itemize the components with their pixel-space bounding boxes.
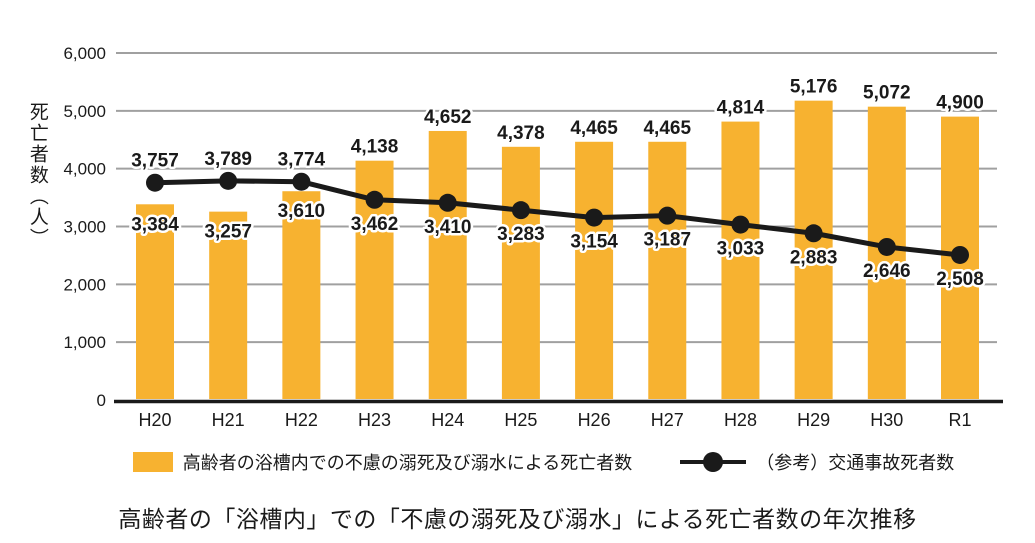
line-legend-label: （参考）交通事故死者数: [756, 453, 955, 473]
line-value-label: 2,646: [863, 261, 911, 282]
x-tick-label: H20: [138, 410, 171, 430]
line-value-label: 3,462: [351, 214, 399, 235]
bar-H22: [282, 191, 321, 399]
bar-H29: [794, 100, 833, 399]
y-tick-label: 6,000: [63, 44, 106, 63]
y-tick-label: 1,000: [63, 333, 106, 352]
y-axis-title: 死亡者数（人）: [26, 102, 48, 249]
x-tick-label: H30: [870, 410, 903, 430]
y-tick-label: 5,000: [63, 102, 106, 121]
line-legend-sample-icon: [680, 452, 747, 472]
bar-value-label: 5,072: [863, 83, 911, 104]
bar-value-label: 4,465: [570, 118, 618, 139]
line-value-label: 2,508: [936, 269, 984, 290]
line-value-label: 2,883: [790, 247, 838, 268]
line-value-label: 3,789: [204, 149, 252, 170]
bar-legend-label: 高齢者の浴槽内での不慮の溺死及び溺水による死亡者数: [182, 453, 633, 473]
x-tick-label: H23: [358, 410, 391, 430]
x-tick-label: H21: [212, 410, 245, 430]
chart-title: 高齢者の「浴槽内」での「不慮の溺死及び溺水」による死亡者数の年次推移: [118, 506, 917, 532]
bar-H21: [209, 211, 248, 399]
line-point-H20: [146, 173, 164, 192]
bar-H24: [428, 130, 467, 399]
x-tick-label: H26: [578, 410, 611, 430]
line-point-H25: [511, 201, 530, 220]
bar-value-label: 3,384: [131, 214, 179, 235]
bar-value-label: 3,257: [204, 222, 252, 243]
x-tick-label: R1: [948, 410, 971, 430]
bar-value-label: 4,138: [351, 137, 399, 158]
line-point-H22: [292, 172, 311, 191]
line-point-H26: [585, 208, 604, 227]
line-point-H21: [219, 171, 238, 190]
legend-item-line: （参考）交通事故死者数: [680, 449, 954, 475]
line-point-R1: [951, 245, 969, 264]
line-value-label: 3,154: [570, 232, 618, 253]
legend: 高齢者の浴槽内での不慮の溺死及び溺水による死亡者数 （参考）交通事故死者数: [0, 449, 1035, 475]
legend-item-bar: 高齢者の浴槽内での不慮の溺死及び溺水による死亡者数: [132, 449, 633, 475]
line-value-label: 3,774: [278, 150, 326, 171]
bar-value-label: 5,176: [790, 77, 838, 98]
line-point-H28: [731, 215, 750, 234]
line-point-H23: [365, 190, 384, 209]
y-tick-label: 4,000: [63, 160, 106, 179]
x-tick-label: H27: [651, 410, 684, 430]
bar-value-label: 3,610: [278, 201, 326, 222]
line-point-H24: [438, 193, 457, 212]
bar-legend-swatch-icon: [132, 452, 173, 472]
bar-value-label: 4,900: [936, 93, 984, 114]
x-tick-label: H22: [285, 410, 318, 430]
bar-value-label: 4,378: [497, 123, 545, 144]
bar-value-label: 4,465: [643, 118, 691, 139]
y-tick-label: 3,000: [63, 218, 106, 237]
x-tick-label: H25: [504, 410, 537, 430]
line-point-H30: [877, 237, 896, 256]
line-point-H29: [804, 224, 823, 243]
x-tick-label: H28: [724, 410, 757, 430]
line-point-H27: [658, 206, 677, 225]
line-value-label: 3,410: [424, 217, 472, 238]
bar-value-label: 4,652: [424, 107, 472, 128]
x-tick-label: H29: [797, 410, 830, 430]
y-tick-label: 0: [97, 391, 106, 410]
bar-H25: [501, 146, 540, 399]
line-value-label: 3,757: [131, 151, 179, 172]
bar-H26: [575, 141, 614, 399]
line-value-label: 3,283: [497, 224, 545, 245]
line-legend-dot-icon: [703, 452, 724, 472]
bar-value-label: 4,814: [717, 98, 765, 119]
y-tick-label: 2,000: [63, 275, 106, 294]
traffic-deaths-line: [154, 178, 961, 258]
bar-H20: [136, 204, 174, 399]
bar-H28: [721, 121, 760, 399]
line-value-label: 3,033: [717, 239, 765, 260]
line-value-label: 3,187: [643, 230, 691, 251]
x-tick-label: H24: [431, 410, 464, 430]
bar-H27: [648, 141, 687, 399]
